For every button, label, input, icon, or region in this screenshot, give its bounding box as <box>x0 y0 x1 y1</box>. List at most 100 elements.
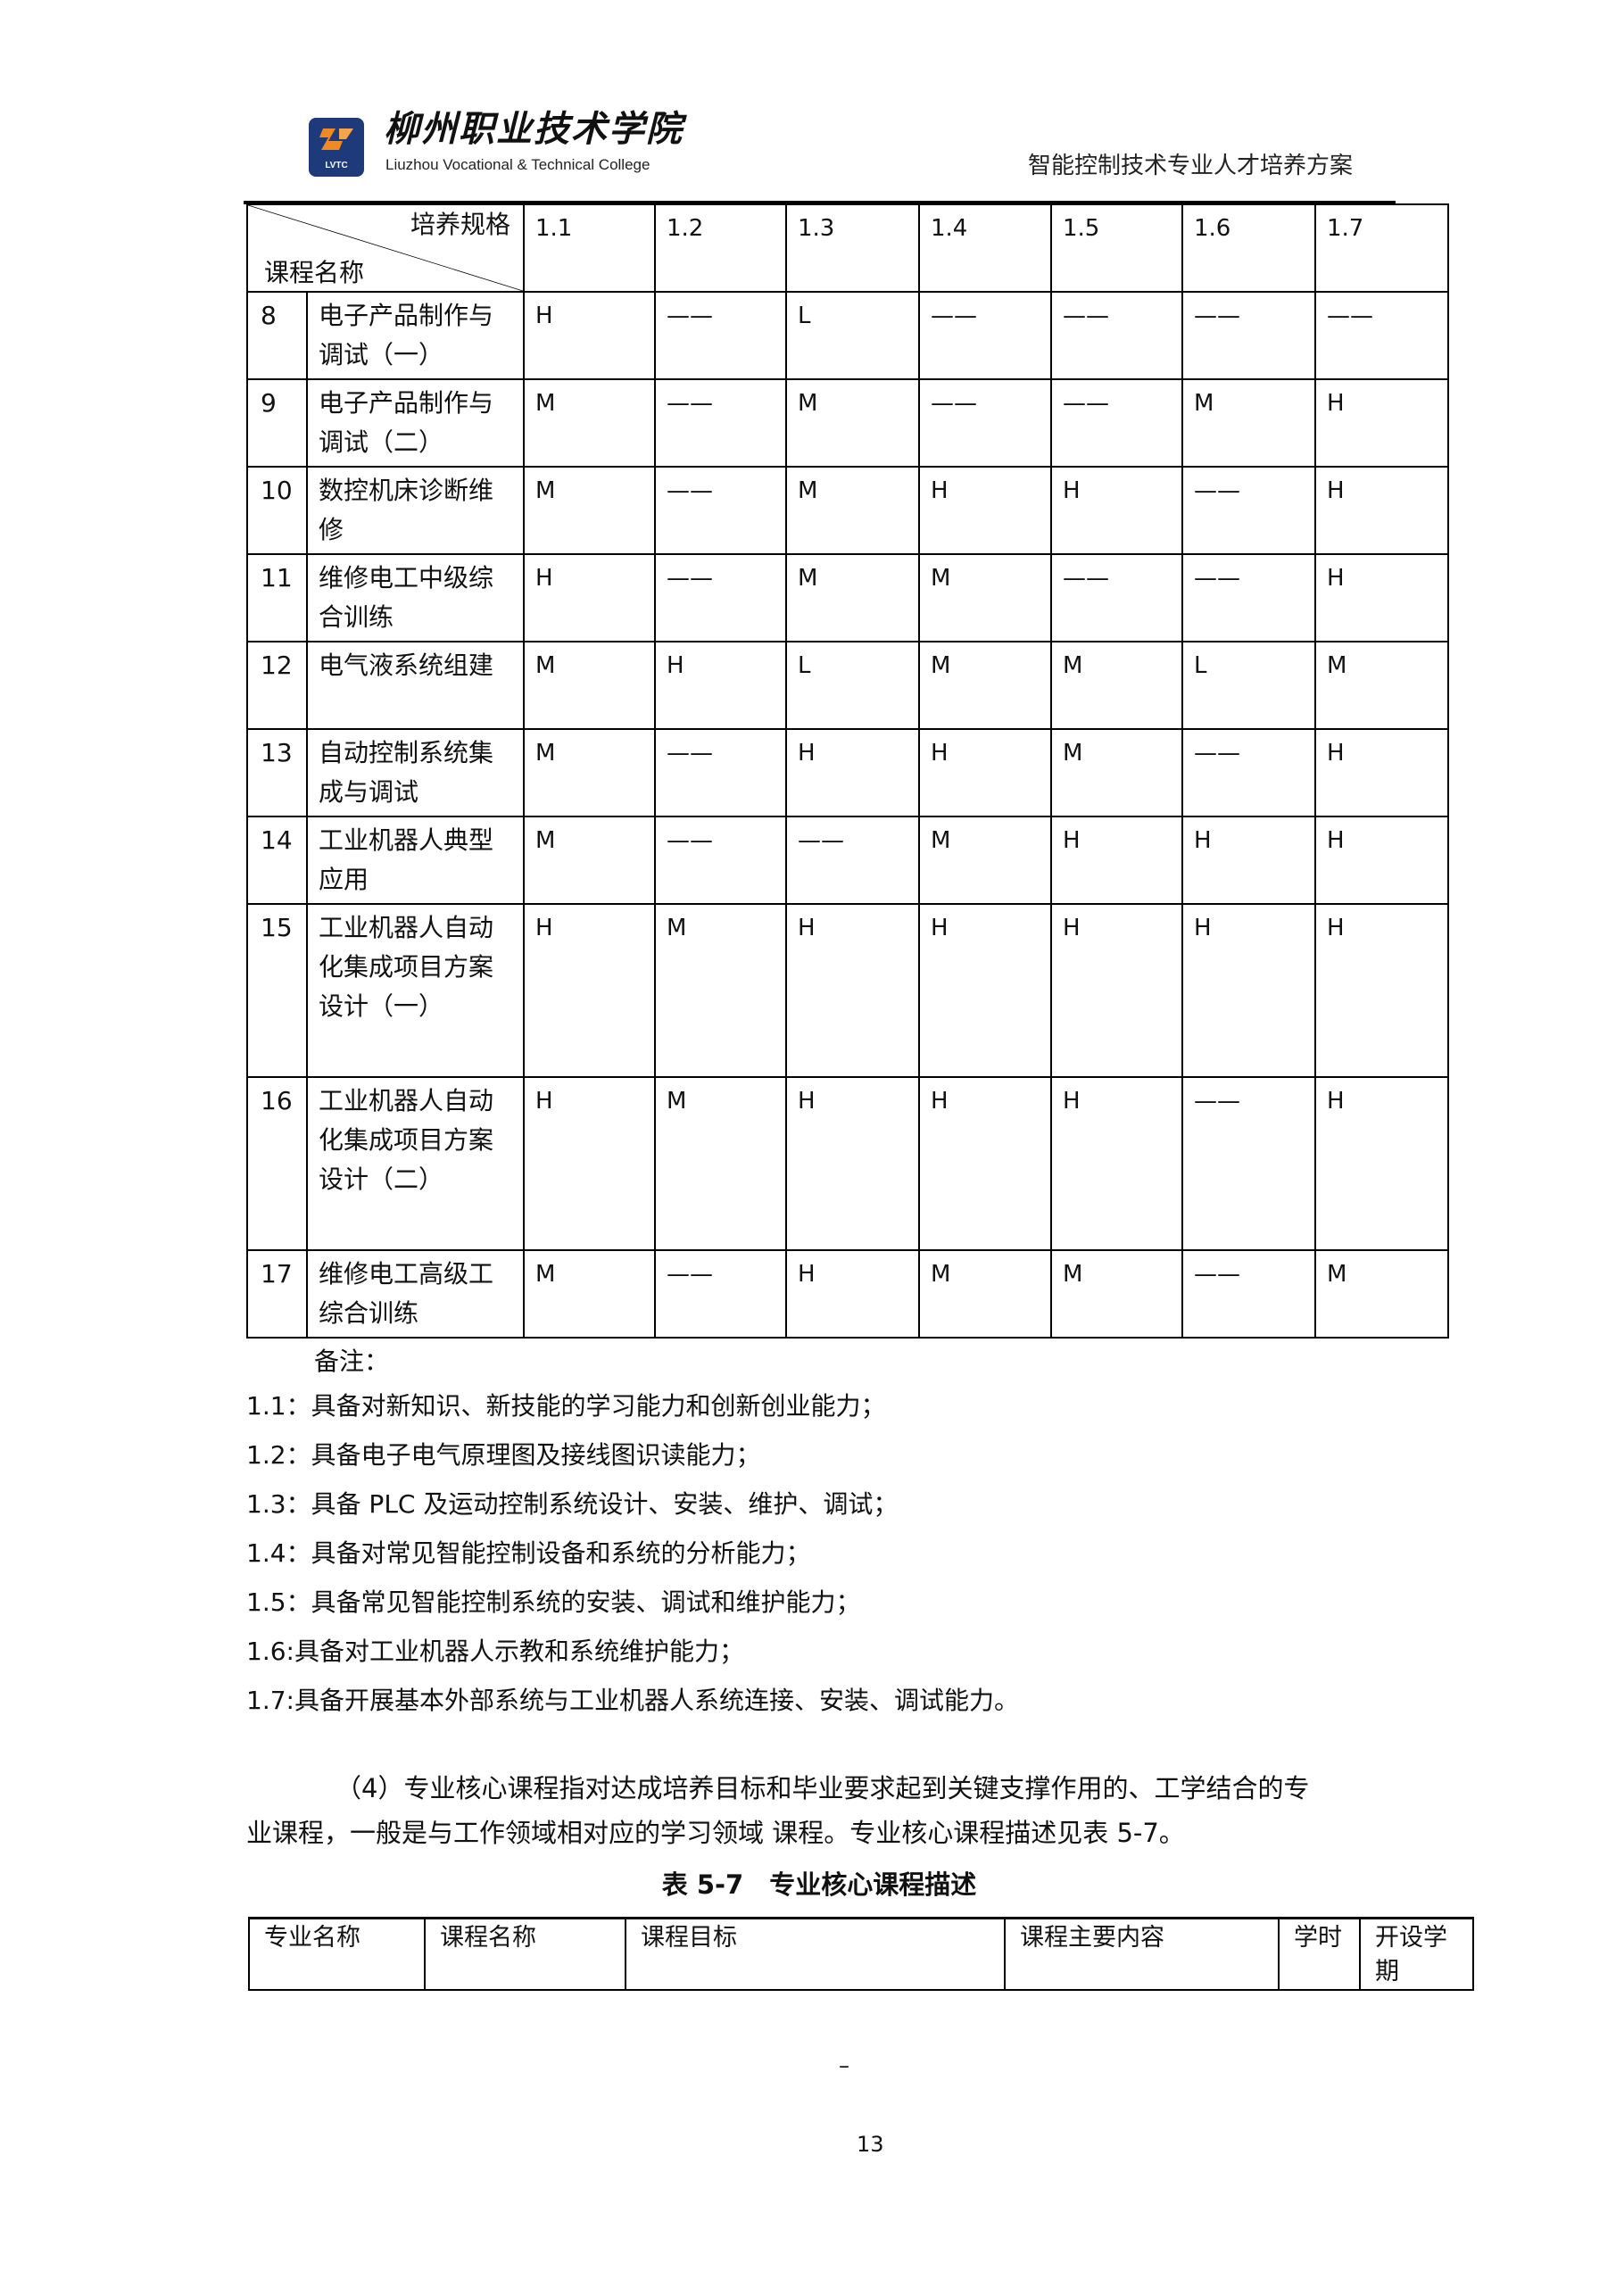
rating-cell: H <box>1181 816 1316 905</box>
rating-cell: H <box>1314 1076 1449 1251</box>
course-number: 16 <box>246 1076 308 1251</box>
course-number: 14 <box>246 816 308 905</box>
rating-cell: —— <box>918 291 1052 380</box>
course-number: 11 <box>246 553 308 642</box>
column-header: 1.5 <box>1050 203 1183 293</box>
table-caption: 表 5-7 专业核心课程描述 <box>661 1869 977 1900</box>
rating-cell: M <box>918 816 1052 905</box>
rating-cell: —— <box>654 1249 787 1339</box>
column-header: 1.4 <box>918 203 1052 293</box>
rating-cell: —— <box>1181 1076 1316 1251</box>
rating-cell: H <box>918 1076 1052 1251</box>
document-title: 智能控制技术专业人才培养方案 <box>1028 153 1354 179</box>
course-number: 8 <box>246 291 308 380</box>
course-name: 工业机器人自动化集成项目方案设计（二） <box>306 1076 525 1251</box>
rating-cell: H <box>523 553 656 642</box>
table-row: 10 数控机床诊断维修 M —— M H H —— H <box>246 466 1449 555</box>
rating-cell: H <box>1181 903 1316 1078</box>
note-item: 1.3：具备 PLC 及运动控制系统设计、安装、维护、调试； <box>246 1489 899 1519</box>
notes-label: 备注： <box>314 1347 390 1376</box>
rating-cell: —— <box>654 378 787 468</box>
course-number: 13 <box>246 728 308 817</box>
note-item: 1.5：具备常见智能控制系统的安装、调试和维护能力； <box>246 1587 861 1617</box>
course-number: 15 <box>246 903 308 1078</box>
rating-cell: —— <box>1181 291 1316 380</box>
rating-cell: H <box>1314 903 1449 1078</box>
column-header: 1.2 <box>654 203 787 293</box>
rating-cell: H <box>1314 553 1449 642</box>
course-number: 9 <box>246 378 308 468</box>
logo-emblem-icon <box>319 128 353 150</box>
course-name: 自动控制系统集成与调试 <box>306 728 525 817</box>
core-table-header: 课程主要内容 <box>1004 1917 1280 1991</box>
college-name-cn: 柳州职业技术学院 <box>384 108 684 150</box>
note-item: 1.7:具备开展基本外部系统与工业机器人系统连接、安装、调试能力。 <box>246 1686 1019 1715</box>
diagonal-line <box>248 205 523 291</box>
course-name: 电子产品制作与调试（一） <box>306 291 525 380</box>
rating-cell: H <box>785 1076 920 1251</box>
course-number: 17 <box>246 1249 308 1339</box>
course-number: 12 <box>246 641 308 730</box>
course-name: 数控机床诊断维修 <box>306 466 525 555</box>
rating-cell: H <box>523 1076 656 1251</box>
rating-cell: M <box>1314 641 1449 730</box>
rating-cell: —— <box>785 816 920 905</box>
paragraph-line-1: （4）专业核心课程指对达成培养目标和毕业要求起到关键支撑作用的、工学结合的专 <box>336 1773 1310 1803</box>
rating-cell: H <box>1314 466 1449 555</box>
rating-cell: M <box>1181 378 1316 468</box>
table-row: 16 工业机器人自动化集成项目方案设计（二） H M H H H —— H <box>246 1076 1449 1251</box>
rating-cell: M <box>785 378 920 468</box>
table-row: 13 自动控制系统集成与调试 M —— H H M —— H <box>246 728 1449 817</box>
matrix-header-row: 培养规格 课程名称 1.1 1.2 1.3 1.4 1.5 1.6 1.7 <box>246 203 1449 293</box>
rating-cell: —— <box>1050 291 1183 380</box>
table-row: 11 维修电工中级综合训练 H —— M M —— —— H <box>246 553 1449 642</box>
rating-cell: H <box>785 903 920 1078</box>
table-row: 9 电子产品制作与调试（二） M —— M —— —— M H <box>246 378 1449 468</box>
rating-cell: —— <box>1050 378 1183 468</box>
table-row: 14 工业机器人典型应用 M —— —— M H H H <box>246 816 1449 905</box>
rating-cell: M <box>523 1249 656 1339</box>
rating-cell: —— <box>654 466 787 555</box>
rating-cell: H <box>1050 816 1183 905</box>
logo-abbr: LVTC <box>325 161 348 170</box>
table-row: 8 电子产品制作与调试（一） H —— L —— —— —— —— <box>246 291 1449 380</box>
page-number: 13 <box>857 2132 884 2157</box>
table-row: 17 维修电工高级工综合训练 M —— H M M —— M <box>246 1249 1449 1339</box>
table-row: 12 电气液系统组建 M H L M M L M <box>246 641 1449 730</box>
course-number: 10 <box>246 466 308 555</box>
rating-cell: L <box>785 291 920 380</box>
core-table-header: 课程名称 <box>424 1917 626 1991</box>
core-table-header: 开设学期 <box>1359 1917 1474 1991</box>
course-name: 电子产品制作与调试（二） <box>306 378 525 468</box>
rating-cell: M <box>918 1249 1052 1339</box>
rating-cell: H <box>654 641 787 730</box>
rating-cell: H <box>1050 466 1183 555</box>
rating-cell: M <box>1050 1249 1183 1339</box>
rating-cell: M <box>523 378 656 468</box>
course-matrix-table: 培养规格 课程名称 1.1 1.2 1.3 1.4 1.5 1.6 1.7 8 电子产品制作与… <box>246 203 1449 1339</box>
rating-cell: —— <box>654 816 787 905</box>
core-table-header: 课程目标 <box>625 1917 1006 1991</box>
note-item: 1.4：具备对常见智能控制设备和系统的分析能力； <box>246 1538 811 1568</box>
column-header: 1.6 <box>1181 203 1316 293</box>
rating-cell: M <box>918 641 1052 730</box>
note-item: 1.2：具备电子电气原理图及接线图识读能力； <box>246 1440 761 1470</box>
rating-cell: M <box>523 728 656 817</box>
column-header: 1.1 <box>523 203 656 293</box>
rating-cell: —— <box>1181 728 1316 817</box>
column-header: 1.7 <box>1314 203 1449 293</box>
paragraph-line-2: 业课程，一般是与工作领域相对应的学习领域 课程。专业核心课程描述见表 5-7。 <box>246 1818 1185 1848</box>
rating-cell: H <box>785 1249 920 1339</box>
rating-cell: —— <box>918 378 1052 468</box>
rating-cell: L <box>1181 641 1316 730</box>
rating-cell: M <box>1314 1249 1449 1339</box>
core-table-header-row: 专业名称 课程名称 课程目标 课程主要内容 学时 开设学期 <box>248 1917 1474 1991</box>
course-name: 维修电工高级工综合训练 <box>306 1249 525 1339</box>
college-logo: LVTC <box>309 118 364 177</box>
rating-cell: H <box>1050 903 1183 1078</box>
rating-cell: M <box>523 641 656 730</box>
rating-cell: —— <box>1314 291 1449 380</box>
rating-cell: —— <box>654 728 787 817</box>
course-name: 维修电工中级综合训练 <box>306 553 525 642</box>
rating-cell: M <box>1050 728 1183 817</box>
